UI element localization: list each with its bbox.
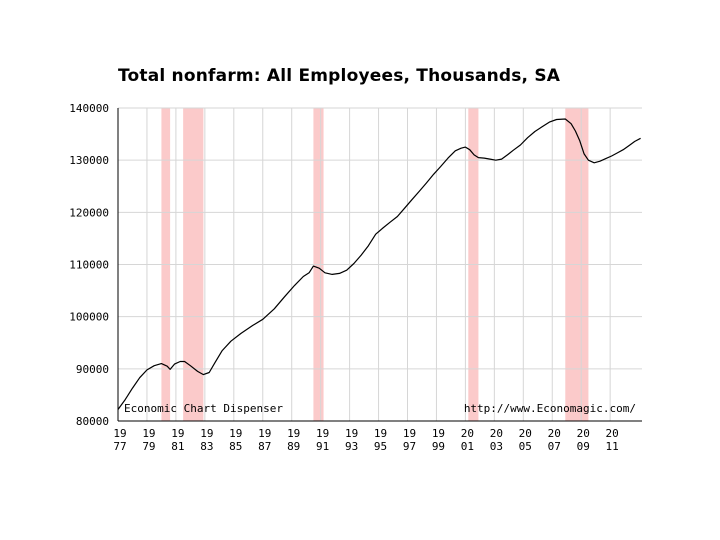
x-tick-label-top: 19 [374,427,387,440]
x-tick-label-top: 19 [113,427,126,440]
x-tick-label-top: 19 [171,427,184,440]
x-tick-label-bottom: 91 [316,440,329,453]
x-tick-label-top: 20 [577,427,590,440]
x-tick-label-bottom: 89 [287,440,300,453]
annotation-left: Economic Chart Dispenser [124,402,283,415]
x-tick-label-bottom: 87 [258,440,271,453]
chart-title: Total nonfarm: All Employees, Thousands,… [118,66,561,86]
y-tick-label: 80000 [76,415,109,428]
x-tick-label-bottom: 11 [606,440,619,453]
x-tick-label-top: 19 [345,427,358,440]
x-tick-label-bottom: 77 [113,440,126,453]
series-line [117,118,641,410]
y-tick-label: 120000 [69,206,109,219]
x-tick-label-top: 20 [490,427,503,440]
x-tick-label-bottom: 83 [200,440,213,453]
x-tick-label-top: 19 [142,427,155,440]
x-tick-label-bottom: 93 [345,440,358,453]
x-tick-label-bottom: 09 [577,440,590,453]
axes [117,108,642,422]
x-tick-label-top: 19 [258,427,271,440]
y-tick-labels: 80000 90000 100000 110000 120000 130000 140000 [69,102,109,428]
x-tick-label-top: 20 [519,427,532,440]
y-tick-label: 140000 [69,102,109,115]
x-tick-label-bottom: 79 [142,440,155,453]
x-tick-label-bottom: 05 [519,440,532,453]
x-tick-label-bottom: 01 [461,440,474,453]
y-tick-label: 100000 [69,311,109,324]
x-tick-label-top: 20 [548,427,561,440]
x-tick-label-top: 20 [606,427,619,440]
x-tick-label-bottom: 97 [403,440,416,453]
annotation-right: http://www.Economagic.com/ [464,402,636,415]
x-tick-label-top: 19 [200,427,213,440]
x-tick-label-top: 19 [287,427,300,440]
x-tick-label-top: 19 [316,427,329,440]
x-tick-label-top: 19 [229,427,242,440]
x-tick-label-bottom: 95 [374,440,387,453]
y-tick-label: 90000 [76,363,109,376]
x-tick-label-bottom: 85 [229,440,242,453]
x-tick-label-bottom: 07 [548,440,561,453]
x-tick-label-top: 20 [461,427,474,440]
x-tick-labels: 1977197919811983198519871989199119931995… [113,427,618,453]
x-tick-label-top: 19 [403,427,416,440]
y-tick-label: 110000 [69,259,109,272]
x-tick-label-top: 19 [432,427,445,440]
y-tick-label: 130000 [69,154,109,167]
x-tick-label-bottom: 03 [490,440,503,453]
x-tick-label-bottom: 99 [432,440,445,453]
x-tick-label-bottom: 81 [171,440,184,453]
series-line-layer [117,118,641,410]
